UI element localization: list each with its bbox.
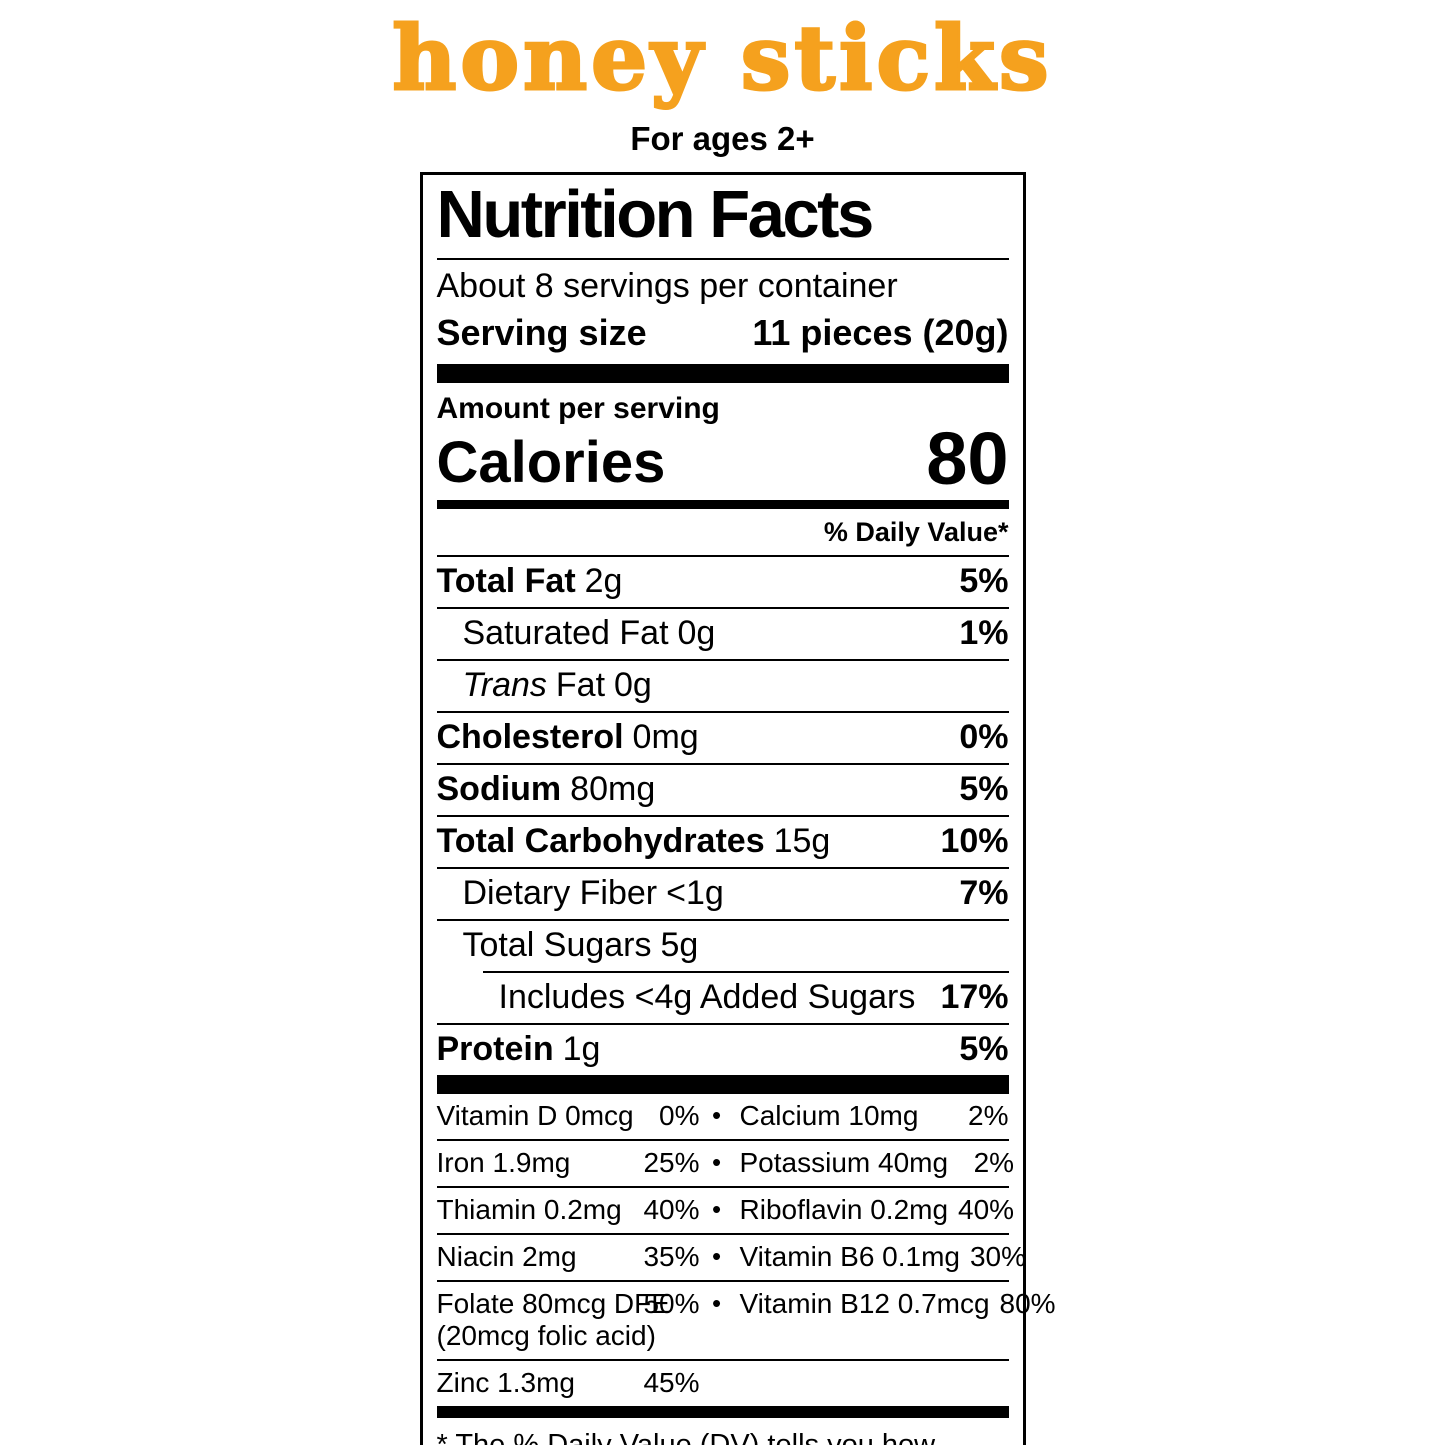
nutrient-dv: 5% xyxy=(959,770,1009,809)
micro-left-dv: 0% xyxy=(659,1100,700,1132)
separator-bar-footnote xyxy=(436,1406,1009,1419)
serving-size-label: Serving size xyxy=(436,311,647,353)
brand-title: honey sticks xyxy=(391,6,1053,110)
nutrient-amount: 5g xyxy=(660,926,699,965)
nutrient-name: Sodium xyxy=(436,770,562,809)
micro-right-dv: 80% xyxy=(999,1288,1056,1320)
micro-right-label: Vitamin B12 0.7mcg xyxy=(739,1288,990,1320)
micro-right-label: Calcium 10mg xyxy=(739,1100,919,1132)
nutrient-amount: 0g xyxy=(677,614,716,653)
nutrient-amount: 80mg xyxy=(570,770,656,809)
separator-bar-medium xyxy=(436,500,1009,510)
nutrient-dv: 17% xyxy=(940,978,1009,1017)
bullet-separator: • xyxy=(711,1100,722,1131)
micronutrient-table: Vitamin D 0mcg 0% • Calcium 10mg 2% Iron… xyxy=(436,1094,1056,1406)
micro-left-label: Folate 80mcg DFE xyxy=(436,1288,670,1320)
daily-value-footnote: * The % Daily Value (DV) tells you how m… xyxy=(437,1418,1009,1445)
nutrient-dv: 0% xyxy=(959,718,1009,757)
nutrient-name: Total Sugars xyxy=(462,926,652,965)
micro-right-label: Vitamin B6 0.1mg xyxy=(739,1241,961,1273)
micro-right-label: Potassium 40mg xyxy=(739,1147,949,1179)
micronutrient-row: Vitamin D 0mcg 0% • Calcium 10mg 2% xyxy=(437,1094,1009,1139)
bullet-separator: • xyxy=(711,1288,722,1319)
micro-left-label: Niacin 2mg xyxy=(436,1241,577,1273)
nutrient-row-total-carbohydrates: Total Carbohydrates 15g 10% xyxy=(436,815,1009,867)
nutrient-name: Total Fat xyxy=(436,562,576,601)
micro-left-label: Thiamin 0.2mg xyxy=(436,1194,622,1226)
daily-value-header: % Daily Value* xyxy=(823,517,1009,548)
separator-bar-thick xyxy=(436,1075,1009,1095)
nutrient-amount: 0g xyxy=(614,666,652,705)
bullet-separator: • xyxy=(711,1241,722,1272)
calories-row: Calories 80 xyxy=(436,416,1009,501)
panel-title: Nutrition Facts xyxy=(436,175,1009,260)
nutrient-name: Includes <4g Added Sugars xyxy=(498,978,916,1017)
separator-bar-thick xyxy=(436,363,1009,383)
nutrient-amount: 0mg xyxy=(632,718,699,757)
nutrient-name: Dietary Fiber xyxy=(462,874,658,913)
nutrient-amount: 1g xyxy=(562,1030,601,1069)
micronutrient-row: Iron 1.9mg 25% • Potassium 40mg 2% xyxy=(436,1139,1014,1186)
nutrition-facts-panel: Nutrition Facts About 8 servings per con… xyxy=(419,172,1056,1445)
bullet-separator: • xyxy=(711,1194,722,1225)
nutrient-row-dietary-fiber: Dietary Fiber <1g 7% xyxy=(436,867,1009,919)
nutrient-amount: <1g xyxy=(666,874,724,913)
nutrient-row-trans-fat: Trans Fat 0g xyxy=(436,659,1009,711)
nutrient-amount: 2g xyxy=(584,562,623,601)
servings-per-container: About 8 servings per container xyxy=(436,266,898,305)
nutrient-row-cholesterol: Cholesterol 0mg 0% xyxy=(436,711,1009,763)
nutrient-row-total-fat: Total Fat 2g 5% xyxy=(436,555,1009,607)
nutrient-name-italic: Trans xyxy=(462,666,547,705)
micro-left-dv: 50% xyxy=(643,1288,700,1320)
nutrient-dv: 10% xyxy=(940,822,1009,861)
micronutrient-row-zinc: Zinc 1.3mg 45% xyxy=(436,1359,1009,1406)
micro-left-dv: 35% xyxy=(643,1241,700,1273)
micro-left-label: Vitamin D 0mcg xyxy=(436,1100,634,1132)
nutrient-name: Saturated Fat xyxy=(462,614,669,653)
micro-right-dv: 2% xyxy=(968,1100,1009,1132)
bullet-separator: • xyxy=(711,1147,722,1178)
micro-left-dv: 45% xyxy=(643,1367,700,1399)
nutrient-row-protein: Protein 1g 5% xyxy=(436,1023,1009,1075)
nutrient-name: Fat xyxy=(555,666,606,705)
micro-left-label: Zinc 1.3mg xyxy=(436,1367,576,1399)
age-note: For ages 2+ xyxy=(630,120,815,157)
nutrient-dv: 5% xyxy=(959,562,1009,601)
micro-left-label: Iron 1.9mg xyxy=(436,1147,571,1179)
micro-right-dv: 40% xyxy=(958,1194,1015,1226)
micro-right-dv: 2% xyxy=(973,1147,1015,1179)
micro-right-dv: 30% xyxy=(969,1241,1026,1273)
serving-size-row: Serving size 11 pieces (20g) xyxy=(437,308,1009,364)
nutrient-row-sodium: Sodium 80mg 5% xyxy=(436,763,1009,815)
nutrient-name: Protein xyxy=(436,1030,554,1069)
nutrient-row-added-sugars: Includes <4g Added Sugars 17% xyxy=(482,971,1009,1023)
micro-right-label: Riboflavin 0.2mg xyxy=(739,1194,949,1226)
nutrient-name: Total Carbohydrates xyxy=(436,822,765,861)
nutrient-row-total-sugars: Total Sugars 5g xyxy=(436,919,1009,971)
nutrient-name: Cholesterol xyxy=(436,718,624,757)
serving-size-value: 11 pieces (20g) xyxy=(752,311,1009,353)
nutrient-amount: 15g xyxy=(773,822,831,861)
nutrient-dv: 1% xyxy=(959,614,1009,653)
amount-per-serving-label: Amount per serving xyxy=(436,391,720,425)
micronutrient-row: Thiamin 0.2mg 40% • Riboflavin 0.2mg 40% xyxy=(436,1186,1014,1233)
micronutrient-row: Niacin 2mg 35% • Vitamin B6 0.1mg 30% xyxy=(436,1233,1026,1280)
micronutrient-row-folate: Folate 80mcg DFE 50% • Vitamin B12 0.7mc… xyxy=(436,1280,1056,1359)
nutrient-dv: 5% xyxy=(959,1030,1009,1069)
nutrient-table: Total Fat 2g 5% Saturated Fat 0g 1% Trans F… xyxy=(436,555,1009,1075)
calories-label: Calories xyxy=(436,430,666,496)
micro-left-dv: 25% xyxy=(643,1147,700,1179)
micro-left-dv: 40% xyxy=(643,1194,700,1226)
micro-left-sublabel: (20mcg folic acid) xyxy=(436,1320,656,1352)
calories-value: 80 xyxy=(926,416,1009,500)
nutrient-dv: 7% xyxy=(959,874,1009,913)
nutrient-row-saturated-fat: Saturated Fat 0g 1% xyxy=(436,607,1009,659)
